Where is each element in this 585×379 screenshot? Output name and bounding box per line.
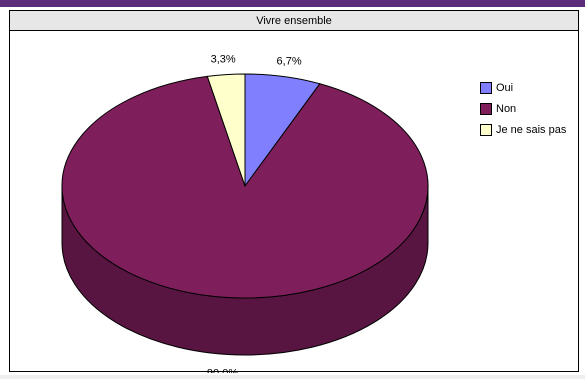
chart-frame: Vivre ensemble 6,7% 90,0% 3,3% Oui Non Je …	[9, 10, 579, 373]
pie-chart: 6,7% 90,0% 3,3%	[61, 54, 429, 373]
legend-label-je-ne-sais-pas: Je ne sais pas	[496, 123, 567, 136]
chart-title: Vivre ensemble	[256, 14, 332, 27]
legend-swatch-non	[480, 102, 492, 115]
legend-swatch-je-ne-sais-pas	[480, 123, 492, 136]
data-label-non: 90,0%	[207, 367, 238, 373]
legend-item-non: Non	[480, 98, 566, 119]
legend-label-oui: Oui	[496, 81, 514, 94]
legend-item-oui: Oui	[480, 77, 566, 98]
window-top-bar	[0, 0, 585, 7]
data-label-je-ne-sais-pas: 3,3%	[211, 54, 236, 66]
chart-title-bar: Vivre ensemble	[10, 11, 578, 31]
window-bottom-bar	[0, 375, 585, 379]
pie-slice-je-ne-sais-pas	[206, 73, 246, 187]
legend-item-je-ne-sais-pas: Je ne sais pas	[480, 119, 566, 140]
legend-swatch-oui	[480, 81, 492, 94]
chart-legend: Oui Non Je ne sais pas	[480, 77, 566, 140]
data-label-oui: 6,7%	[277, 56, 302, 68]
pie-slice-non	[61, 75, 429, 299]
legend-label-non: Non	[496, 102, 517, 115]
